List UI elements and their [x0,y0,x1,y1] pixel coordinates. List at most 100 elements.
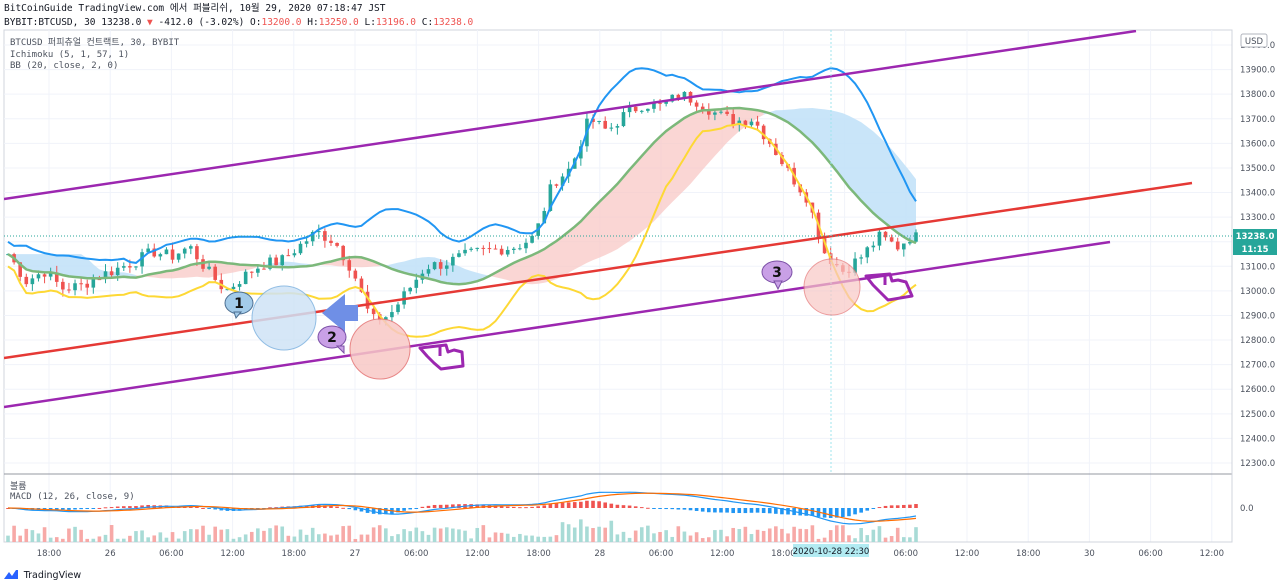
volume-bar [256,528,260,542]
volume-bar [164,537,169,542]
volume-bar [128,535,132,542]
volume-bar [572,527,577,542]
candle-body [189,246,193,249]
candle-body [170,249,175,260]
volume-bar [189,529,193,542]
candle-body [280,255,285,266]
tradingview-logo[interactable]: TradingView [4,569,81,581]
volume-bar [554,535,559,542]
candle-body [256,268,260,273]
price-tick-label: 13800.0 [1240,90,1275,100]
macd-bar [219,508,224,511]
macd-bar [902,504,906,508]
macd-zero-tag: 0.0 [1240,504,1254,514]
legend-macd[interactable]: MACD (12, 26, close, 9) [10,492,135,502]
candle-body [719,111,723,113]
legend-symbol[interactable]: BTCUSD 퍼피츄얼 컨트랙트, 30, BYBIT [10,38,180,48]
volume-bar [121,538,126,542]
volume-bar [73,526,77,542]
channel-upper-line[interactable] [4,30,1137,201]
macd-bar [579,501,583,508]
volume-bar [658,531,662,542]
candle-body [694,102,699,107]
candle-body [591,118,595,122]
high-value: 13250.0 [318,17,359,28]
zone-circle-3 [803,258,861,316]
candle-body [895,241,900,250]
candle-body [877,231,882,246]
volume-bar [579,519,583,542]
candle-body [511,248,516,250]
candle-body [755,121,760,126]
candle-body [432,262,437,270]
price-tick-label: 13300.0 [1240,213,1275,223]
volume-bar [79,529,83,542]
macd-bar [268,507,272,509]
macd-bar [396,508,400,513]
ohlc-row: BYBIT:BTCUSD, 30 13238.0 ▼ -412.0 (-3.02… [4,17,474,28]
macd-bar [73,508,77,510]
volume-bar [481,525,486,542]
candle-body [121,266,126,268]
candle-body [451,256,455,266]
candle-body [822,238,827,254]
candle-body [579,146,583,159]
macd-bar [652,508,656,509]
macd-bar [627,505,632,508]
macd-bar [195,507,199,509]
macd-bar [895,505,900,508]
candle-body [469,248,473,250]
macd-bar [670,508,675,510]
open-value: 13200.0 [261,17,302,28]
channel-lower-line[interactable] [4,240,1111,409]
candle-body [323,231,327,241]
channel-mid-line[interactable] [4,181,1193,360]
price-tick-label: 12400.0 [1240,434,1275,444]
candle-body [530,235,534,243]
volume-bar [310,527,315,542]
candle-body [542,210,547,224]
legend-ichimoku[interactable]: Ichimoku (5, 1, 57, 1) [10,49,130,60]
volume-bar [365,534,370,542]
volume-bar [627,537,632,542]
macd-bar [828,508,833,518]
macd-bar [774,508,778,514]
macd-bar [304,505,309,508]
marker-3-label: 3 [772,265,782,281]
macd-bar [432,504,437,508]
candle-body [713,112,717,115]
volume-bar [560,522,565,542]
volume-bar [633,530,638,542]
candle-body [487,248,492,250]
volume-bar [286,535,291,542]
candle-body [310,231,315,242]
macd-bar [438,504,443,508]
macd-bar [518,507,522,509]
volume-bar [280,526,285,542]
volume-bar [859,527,863,542]
time-axis[interactable]: 18:00 26 06:00 12:00 18:00 27 06:00 12:00 18:00 2… [37,549,1224,559]
candle-body [347,260,352,271]
macd-bar [201,507,205,509]
candle-body [231,286,236,290]
volume-bar [30,530,35,542]
legend-bb[interactable]: BB (20, close, 2, 0) [10,61,119,71]
macd-bar [444,504,449,508]
volume-bar [548,536,553,542]
volume-bar [54,537,59,542]
volume-bar [323,533,327,542]
currency-label: USD [1245,37,1264,47]
bollinger-basis [7,106,917,286]
macd-bar [347,508,352,510]
volume-bar [262,530,266,542]
macd-bar [134,506,138,508]
candle-body [518,248,522,250]
candle-body [493,248,498,250]
volume-bar [140,530,144,542]
candle-body [243,271,248,285]
legend-volume[interactable]: 볼륨 [10,482,27,492]
currency-badge[interactable]: USD [1240,33,1268,48]
macd-bar [408,508,413,510]
macd-bar [908,504,912,508]
